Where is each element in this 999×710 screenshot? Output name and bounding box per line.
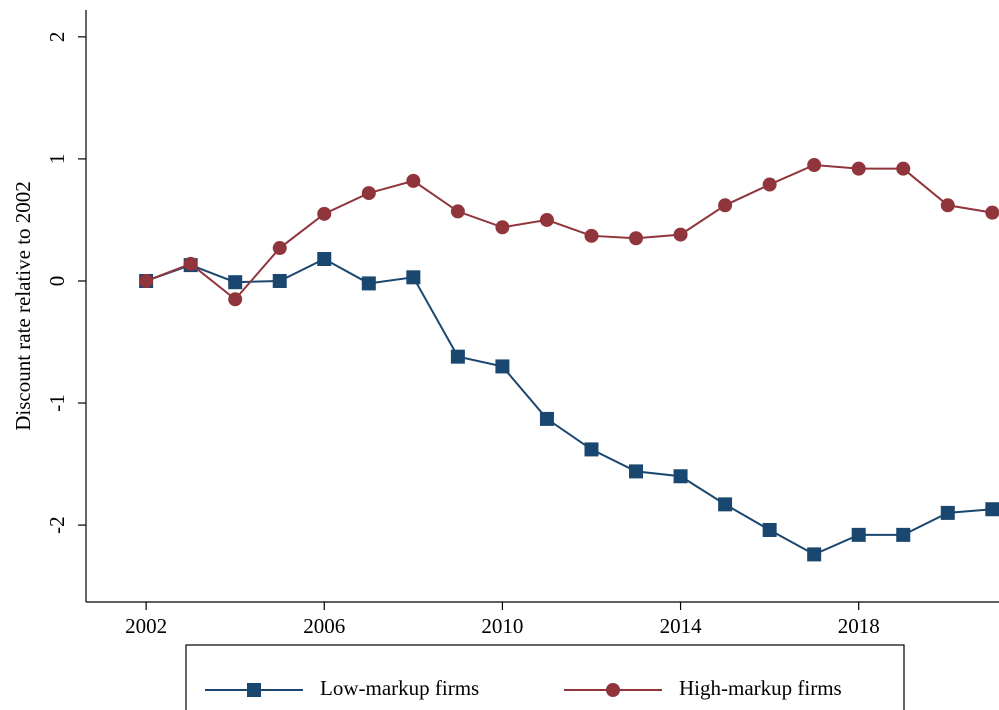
y-tick-label: 2 <box>45 32 69 43</box>
marker <box>985 502 999 517</box>
marker <box>762 177 777 192</box>
marker <box>406 173 421 188</box>
x-tick-label: 2014 <box>660 614 703 638</box>
x-tick-label: 2018 <box>838 614 880 638</box>
x-tick-label: 2006 <box>303 614 345 638</box>
marker <box>539 212 554 227</box>
legend-marker <box>247 683 261 697</box>
marker <box>673 227 688 242</box>
marker <box>985 205 999 220</box>
marker <box>762 522 777 537</box>
x-tick-label: 2002 <box>125 614 167 638</box>
marker <box>228 292 243 307</box>
legend-label: High-markup firms <box>679 676 842 700</box>
legend-box <box>185 644 905 710</box>
marker <box>940 505 955 520</box>
series-line <box>145 257 993 556</box>
marker <box>851 161 866 176</box>
marker <box>896 527 911 542</box>
marker <box>807 158 822 173</box>
marker <box>673 469 688 484</box>
marker <box>450 204 465 219</box>
marker <box>629 464 644 479</box>
y-tick-label: -2 <box>45 516 69 534</box>
marker <box>317 252 332 267</box>
marker <box>139 273 154 288</box>
x-tick-label: 2010 <box>481 614 523 638</box>
marker <box>272 241 287 256</box>
marker <box>495 359 510 374</box>
marker <box>539 411 554 426</box>
y-axis-label: Discount rate relative to 2002 <box>11 181 35 431</box>
y-tick-label: -1 <box>45 394 69 412</box>
marker <box>450 349 465 364</box>
marker <box>406 270 421 285</box>
marker <box>317 206 332 221</box>
series-line <box>145 164 993 301</box>
marker <box>361 186 376 201</box>
y-tick-label: 1 <box>45 154 69 165</box>
marker <box>940 198 955 213</box>
marker <box>807 547 822 562</box>
marker <box>361 276 376 291</box>
marker <box>629 231 644 246</box>
legend-marker <box>606 683 620 697</box>
marker <box>851 527 866 542</box>
y-tick-label: 0 <box>45 276 69 287</box>
marker <box>718 497 733 512</box>
marker <box>584 228 599 243</box>
marker <box>183 256 198 271</box>
marker <box>495 220 510 235</box>
marker <box>272 273 287 288</box>
legend-label: Low-markup firms <box>320 676 479 700</box>
marker <box>718 198 733 213</box>
marker <box>896 161 911 176</box>
marker <box>228 275 243 290</box>
marker <box>584 442 599 457</box>
